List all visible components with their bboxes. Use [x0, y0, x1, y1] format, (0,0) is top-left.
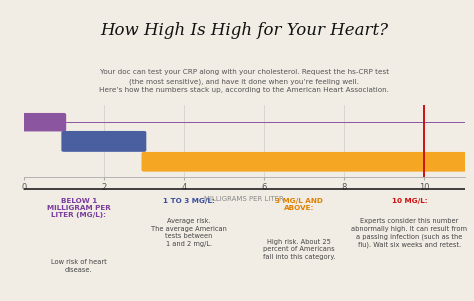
Text: 10 MG/L:: 10 MG/L: [392, 198, 427, 204]
Text: Low risk of heart
disease.: Low risk of heart disease. [51, 259, 107, 272]
Text: 3 MG/L AND
ABOVE:: 3 MG/L AND ABOVE: [275, 198, 323, 211]
Text: How High Is High for Your Heart?: How High Is High for Your Heart? [100, 21, 388, 39]
FancyBboxPatch shape [142, 152, 467, 172]
FancyBboxPatch shape [21, 113, 66, 132]
Text: BELOW 1
MILLIGRAM PER
LITER (MG/L):: BELOW 1 MILLIGRAM PER LITER (MG/L): [47, 198, 110, 218]
Text: Your doc can test your CRP along with your cholesterol. Request the hs-CRP test
: Your doc can test your CRP along with yo… [99, 70, 389, 93]
FancyBboxPatch shape [61, 131, 146, 152]
Text: High risk. About 25
percent of Americans
fall into this category.: High risk. About 25 percent of Americans… [263, 239, 336, 259]
X-axis label: MILLIGRAMS PER LITER: MILLIGRAMS PER LITER [204, 196, 284, 202]
Text: 1 TO 3 MG/L:: 1 TO 3 MG/L: [163, 198, 215, 204]
Text: Experts consider this number
abnormally high. It can result from
a passing infec: Experts consider this number abnormally … [351, 218, 467, 248]
Text: Average risk.
The average American
tests between
1 and 2 mg/L.: Average risk. The average American tests… [151, 218, 227, 247]
